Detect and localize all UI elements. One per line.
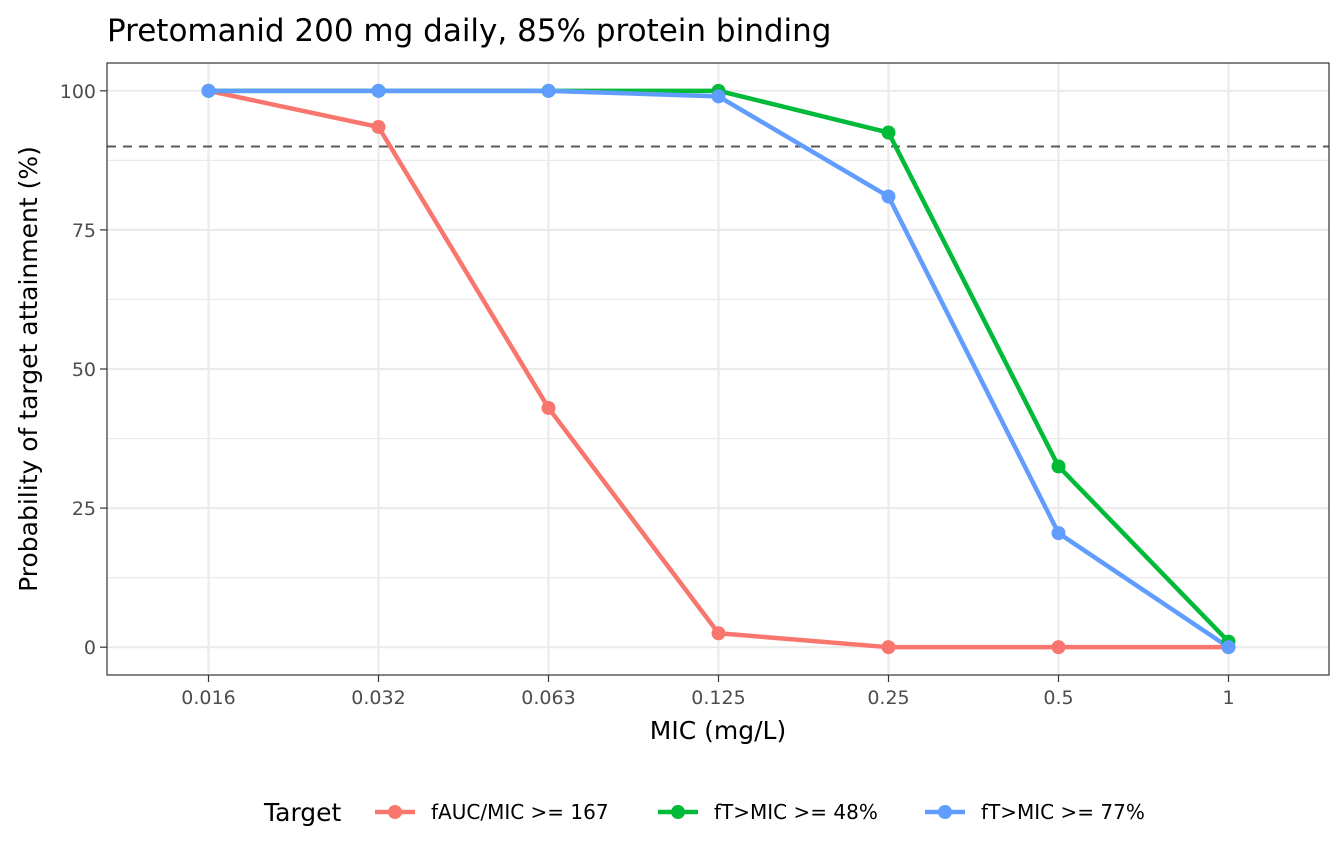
chart-title: Pretomanid 200 mg daily, 85% protein bin… <box>107 13 831 49</box>
x-tick-label: 0.063 <box>521 687 575 709</box>
data-point-series-1 <box>541 400 556 415</box>
data-point-series-3 <box>1221 640 1236 655</box>
series-layer <box>201 83 1236 655</box>
x-tick-label: 0.25 <box>867 687 909 709</box>
legend-title: Target <box>263 798 342 827</box>
y-axis: 0 25 50 75 100 <box>60 81 107 659</box>
y-tick-label: 25 <box>72 498 96 520</box>
data-point-series-3 <box>881 189 896 204</box>
legend-key-point <box>388 805 402 819</box>
legend-key-point <box>671 805 685 819</box>
legend-label: fAUC/MIC >= 167 <box>431 800 609 824</box>
y-tick-label: 50 <box>72 359 96 381</box>
data-point-series-2 <box>1051 459 1066 474</box>
data-point-series-1 <box>711 626 726 641</box>
data-point-series-1 <box>371 119 386 134</box>
x-tick-label: 0.016 <box>181 687 235 709</box>
x-axis: 0.016 0.032 0.063 0.125 0.25 0.5 1 <box>181 675 1235 709</box>
x-tick-label: 0.125 <box>691 687 745 709</box>
y-tick-label: 0 <box>84 637 96 659</box>
plot-panel <box>106 62 1330 676</box>
x-tick-label: 1 <box>1222 687 1234 709</box>
data-point-series-3 <box>711 89 726 104</box>
legend: Target fAUC/MIC >= 167 fT>MIC >= 48% fT>MI… <box>263 798 1145 827</box>
data-point-series-3 <box>1051 526 1066 541</box>
data-point-series-3 <box>541 83 556 98</box>
x-tick-label: 0.032 <box>351 687 405 709</box>
y-tick-label: 75 <box>72 220 96 242</box>
data-point-series-1 <box>1051 640 1066 655</box>
x-axis-title: MIC (mg/L) <box>650 716 786 745</box>
data-point-series-3 <box>371 83 386 98</box>
data-point-series-3 <box>201 83 216 98</box>
legend-key-point <box>938 805 952 819</box>
y-axis-title: Probability of target attainment (%) <box>14 146 43 592</box>
x-tick-label: 0.5 <box>1043 687 1073 709</box>
data-point-series-2 <box>881 125 896 140</box>
data-point-series-1 <box>881 640 896 655</box>
legend-label: fT>MIC >= 77% <box>981 800 1145 824</box>
legend-label: fT>MIC >= 48% <box>714 800 878 824</box>
y-tick-label: 100 <box>60 81 96 103</box>
